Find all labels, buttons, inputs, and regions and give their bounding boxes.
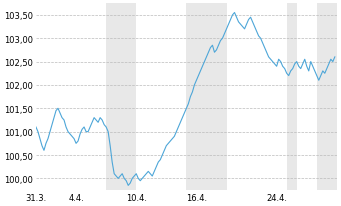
Bar [136,4,187,190]
Bar [86,4,106,190]
Bar [156,4,176,190]
Bar [36,4,86,190]
Bar [297,4,317,190]
Bar [237,4,287,190]
Bar [226,4,247,190]
